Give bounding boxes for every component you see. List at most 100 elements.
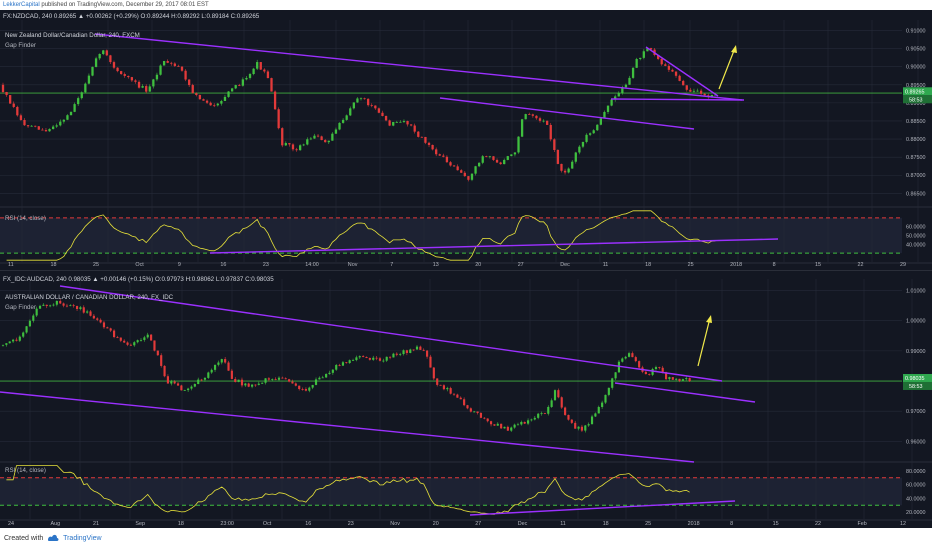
candle-body	[438, 154, 441, 156]
candle-body	[703, 93, 706, 96]
rsi-trendline[interactable]	[469, 500, 736, 516]
candle-body	[427, 142, 431, 145]
candle-body	[240, 379, 244, 386]
candle-body	[22, 332, 25, 337]
candle-body	[238, 85, 241, 86]
candle-body	[180, 66, 184, 71]
candle-body	[689, 89, 692, 92]
candle-body	[241, 79, 245, 86]
candle-body	[230, 88, 234, 92]
candle-body	[429, 356, 432, 368]
candle-body	[526, 420, 530, 424]
candle-body	[129, 344, 132, 346]
candle-body	[675, 378, 678, 380]
candle-body	[321, 377, 324, 379]
indicator-label: Gap Finder	[5, 304, 36, 311]
chart-panel-nzdcad[interactable]: FX:NZDCAD, 240 0.89265 ▲ +0.00262 (+0.29…	[0, 10, 932, 270]
candle-body	[227, 362, 230, 371]
candle-body	[456, 166, 459, 171]
candle-body	[510, 154, 513, 157]
candle-body	[405, 350, 408, 353]
candle-body	[217, 362, 220, 365]
candle-body	[252, 68, 255, 75]
candle-body	[89, 311, 92, 316]
publish-info: published on TradingView.com, December 2…	[41, 2, 209, 8]
rsi-line[interactable]	[6, 210, 716, 261]
candle-body	[281, 128, 284, 146]
tradingview-brand[interactable]: TradingView	[63, 535, 102, 542]
x-tick-label: 14:00	[305, 262, 319, 268]
trendline-lower[interactable]	[0, 391, 695, 463]
candle-body	[524, 114, 527, 120]
candle-body	[136, 340, 139, 343]
candle-body	[470, 173, 474, 180]
candle-body	[23, 119, 26, 126]
candle-body	[584, 425, 587, 431]
candle-body	[259, 62, 262, 70]
candle-body	[30, 125, 33, 127]
candle-body	[187, 388, 190, 391]
rsi-tick-label: 50.0000	[906, 234, 926, 240]
x-tick-label: 11	[603, 262, 609, 268]
candle-body	[191, 85, 194, 94]
breakout-arrow[interactable]	[697, 317, 711, 367]
candle-body	[581, 141, 585, 147]
triangle-top[interactable]	[645, 46, 719, 97]
wedge-lower[interactable]	[614, 382, 756, 403]
candle-body	[227, 91, 230, 97]
price-tick-label: 0.96000	[906, 439, 926, 445]
candle-body	[263, 69, 266, 72]
candle-body	[674, 71, 678, 76]
x-tick-label: 23	[348, 521, 354, 527]
candle-body	[79, 307, 82, 309]
price-tick-label: 0.97000	[906, 409, 926, 415]
x-tick-label: 16	[305, 521, 311, 527]
candle-body	[617, 361, 621, 373]
candle-body	[681, 379, 684, 381]
countdown-badge	[903, 95, 932, 104]
audcad-chart-svg: FX_IDC:AUDCAD, 240 0.98035 ▲ +0.00146 (+…	[0, 271, 932, 529]
triangle-base[interactable]	[610, 98, 745, 101]
candle-body	[205, 100, 209, 103]
candle-body	[220, 359, 223, 363]
candle-body	[18, 336, 21, 341]
candle-body	[94, 58, 98, 67]
candle-body	[658, 367, 661, 368]
candle-body	[133, 342, 136, 346]
candle-body	[656, 54, 660, 59]
candle-body	[291, 144, 295, 150]
arrow-head-icon	[706, 315, 712, 323]
x-tick-label: Dec	[518, 521, 528, 527]
trendline-upper[interactable]	[94, 33, 743, 101]
candle-body	[606, 105, 610, 112]
candle-body	[540, 413, 543, 415]
tradingview-logo-icon	[48, 535, 59, 542]
candle-body	[173, 381, 176, 384]
candle-body	[328, 372, 331, 375]
rsi-trendline[interactable]	[209, 238, 779, 254]
candle-body	[170, 381, 173, 384]
x-tick-label: 23:00	[220, 521, 234, 527]
trendline-lower[interactable]	[439, 97, 695, 130]
price-tick-label: 0.90000	[906, 65, 926, 71]
candle-body	[284, 143, 287, 146]
candle-body	[682, 80, 685, 86]
trendline-upper[interactable]	[59, 285, 723, 382]
x-tick-label: 22	[858, 262, 864, 268]
candle-body	[523, 421, 526, 424]
candle-body	[535, 115, 538, 119]
candle-body	[338, 122, 341, 130]
candle-body	[406, 120, 409, 125]
candle-body	[624, 356, 627, 359]
breakout-arrow[interactable]	[718, 47, 736, 90]
x-tick-label: 18	[51, 262, 57, 268]
chart-panel-audcad[interactable]: FX_IDC:AUDCAD, 240 0.98035 ▲ +0.00146 (+…	[0, 270, 932, 529]
candle-body	[288, 379, 291, 382]
candle-body	[62, 119, 66, 122]
rsi-line[interactable]	[6, 464, 690, 515]
x-tick-label: 15	[773, 521, 779, 527]
candle-body	[439, 384, 442, 386]
author-link[interactable]: LekkerCapital	[3, 2, 40, 8]
x-tick-label: 13	[433, 262, 439, 268]
x-tick-label: Dec	[560, 262, 570, 268]
